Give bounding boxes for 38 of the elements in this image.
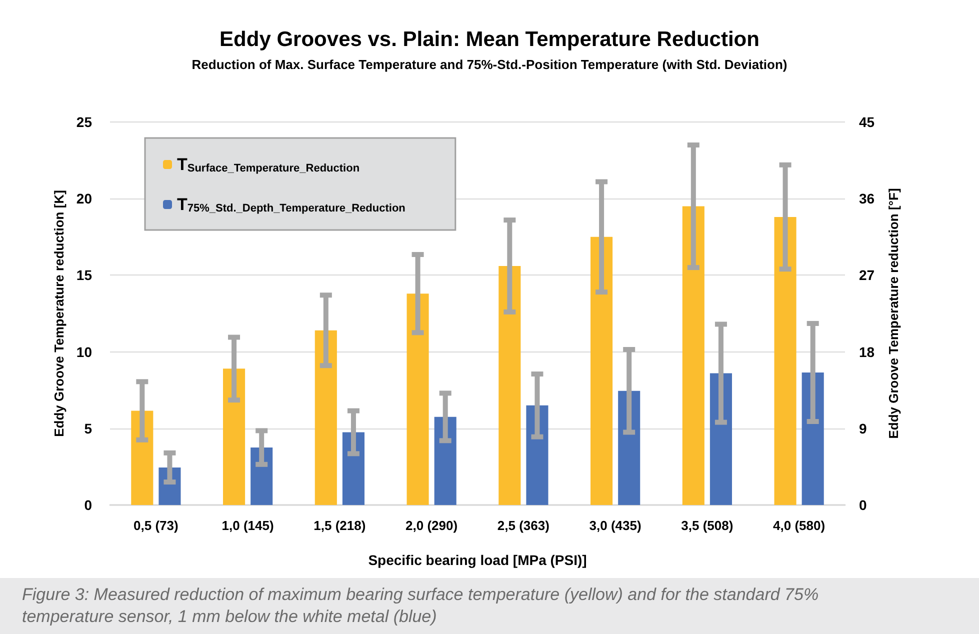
chart-title: Eddy Grooves vs. Plain: Mean Temperature Reduction xyxy=(220,28,760,51)
bar xyxy=(682,206,704,505)
x-tick-label: 4,0 (580) xyxy=(773,518,826,533)
y-tick-label: 15 xyxy=(76,267,92,284)
bar xyxy=(498,266,521,505)
y2-tick-label: 18 xyxy=(859,344,875,360)
x-tick-label: 3,0 (435) xyxy=(589,518,642,533)
bar xyxy=(774,216,796,505)
bar xyxy=(434,416,456,505)
bar xyxy=(131,410,154,505)
x-tick-label: 2,0 (290) xyxy=(406,518,458,533)
y-tick-label: 20 xyxy=(76,190,92,207)
bar xyxy=(526,405,548,505)
x-axis-title: Specific bearing load [MPa (PSI)] xyxy=(368,552,587,568)
x-tick-label: 1,0 (145) xyxy=(222,518,274,533)
x-tick-label: 3,5 (508) xyxy=(681,518,734,533)
y2-tick-label: 27 xyxy=(859,267,875,284)
y-tick-label: 25 xyxy=(76,114,92,130)
chart-subtitle: Reduction of Max. Surface Temperature and 75%-Std.-Position Temperature (with Std. Deviation) xyxy=(192,57,788,72)
caption: Figure 3: Measured reduction of maximum bearing surface temperature (yellow) and for the standard 75% temperature sensor, 1 mm below the white metal (blue) xyxy=(22,584,820,628)
y2-axis-title: Eddy Groove Temperature reduction [°F] xyxy=(886,188,901,439)
x-tick-label: 2,5 (363) xyxy=(497,518,550,533)
y-tick-label: 10 xyxy=(76,344,92,360)
bar xyxy=(590,236,613,505)
x-tick-label: 0,5 (73) xyxy=(134,518,178,533)
bar xyxy=(223,368,246,505)
x-tick-label: 1,5 (218) xyxy=(314,518,366,533)
y-tick-label: 0 xyxy=(84,497,92,513)
y-axis-title: Eddy Groove Temperature reduction [K] xyxy=(52,190,67,437)
y2-tick-label: 45 xyxy=(859,114,875,130)
y2-tick-label: 9 xyxy=(859,420,867,436)
bar xyxy=(406,294,429,505)
bar xyxy=(618,390,640,505)
bar xyxy=(342,432,364,505)
bar xyxy=(314,330,337,505)
y2-tick-label: 36 xyxy=(859,190,875,207)
y2-tick-label: 0 xyxy=(859,497,867,513)
y-tick-label: 5 xyxy=(84,420,92,436)
